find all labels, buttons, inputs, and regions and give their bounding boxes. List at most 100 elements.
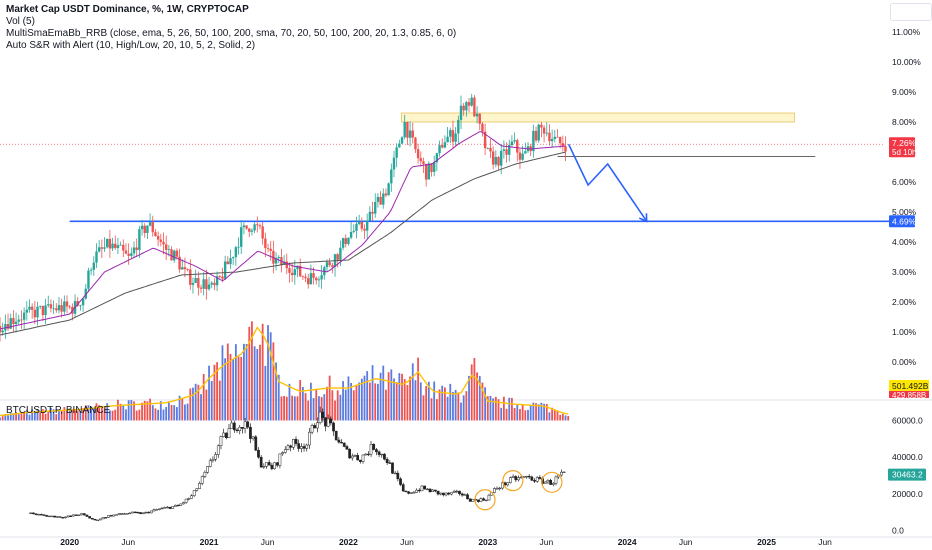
volume-bar [398, 373, 401, 421]
usdt-candle-body [384, 193, 388, 196]
usdt-candle-body [9, 318, 12, 329]
usdt-candle-body [462, 105, 465, 111]
main-y-tick-label: 0.00% [892, 357, 917, 367]
volume-bar [296, 396, 299, 421]
usdt-candle-body [328, 262, 331, 266]
btc-y-tick-label: 0.0 [892, 525, 904, 535]
volume-bar [213, 364, 216, 421]
btc-candle-body [369, 443, 373, 455]
btc-candle-body [182, 502, 185, 505]
usdt-candle-body [215, 276, 219, 286]
btc-candle-body [332, 422, 335, 432]
volume-bar [334, 400, 336, 421]
btc-candle-body [492, 488, 496, 493]
usdt-candle-body [100, 247, 104, 249]
btc-y-tick-label: 20000.0 [892, 489, 923, 499]
volume-bar [60, 411, 63, 421]
btc-candle-body [259, 456, 263, 468]
btc-candle-body [235, 429, 239, 431]
volume-bar [344, 389, 347, 421]
usdt-candle-body [296, 265, 299, 270]
btc-highlight-circle [502, 470, 524, 492]
usdt-candle-body [103, 247, 106, 249]
usdt-candle-body [223, 261, 227, 279]
btc-candle-body [98, 518, 102, 521]
volume-bar [33, 411, 36, 421]
volume-second-label: 429.858B [892, 391, 926, 400]
btc-candle-body [385, 458, 389, 464]
btc-candle-body [141, 512, 145, 515]
volume-bar [92, 407, 95, 421]
usdt-candle-body [68, 306, 71, 308]
usdt-candle-body [438, 145, 441, 154]
usdt-candle-body [441, 145, 444, 148]
btc-candle-body [160, 507, 164, 510]
volume-bar [138, 409, 141, 421]
volume-bar [68, 408, 71, 421]
usdt-candle-body [229, 258, 232, 265]
volume-bar [272, 342, 275, 421]
volume-bar [285, 396, 288, 421]
chart-menu-button[interactable] [890, 3, 932, 21]
volume-bar [438, 389, 441, 421]
volume-bar [304, 393, 307, 421]
volume-bar [275, 362, 277, 421]
btc-candle-body [90, 517, 94, 520]
volume-bar [200, 394, 202, 421]
btc-candle-body [262, 466, 266, 468]
usdt-candle-body [545, 132, 548, 134]
usdt-candle-body [537, 124, 540, 141]
usdt-candle-body [178, 256, 181, 270]
usdt-candle-body [106, 238, 109, 248]
volume-bar [82, 408, 84, 421]
usdt-candle-body [414, 137, 417, 150]
btc-candle-body [329, 418, 333, 424]
volume-bar [184, 404, 186, 421]
btc-candle-body [206, 466, 209, 473]
usdt-candle-body [264, 238, 267, 249]
volume-bar [55, 414, 58, 421]
volume-bar [427, 381, 430, 421]
usdt-candle-body [336, 254, 339, 260]
volume-bar [446, 396, 449, 421]
usdt-candle-body [422, 161, 425, 165]
usdt-candle-body [89, 269, 93, 271]
btc-candle-body [506, 482, 510, 486]
volume-bar [414, 380, 417, 421]
volume-bar [111, 410, 114, 421]
x-tick-label: 2023 [478, 537, 497, 547]
volume-bar [186, 403, 189, 421]
btc-candle-body [358, 459, 362, 462]
btc-candle-body [203, 472, 207, 477]
btc-candle-body [391, 462, 394, 474]
volume-bar [146, 401, 149, 421]
volume-bar [100, 406, 103, 421]
usdt-candle-body [304, 276, 307, 279]
btc-candle-body [455, 490, 459, 493]
btc-candle-body [533, 480, 536, 482]
btc-candle-body [257, 449, 260, 458]
btc-candle-body [345, 446, 349, 450]
btc-candle-body [466, 494, 469, 500]
usdt-candle-body [148, 222, 152, 226]
btc-candle-body [50, 515, 54, 518]
btc-candle-body [527, 475, 531, 478]
btc-candle-body [342, 442, 346, 447]
btc-candle-body [415, 489, 418, 493]
usdt-candle-body [534, 130, 538, 141]
volume-bar [44, 413, 47, 421]
volume-bar [435, 399, 438, 421]
btc-candle-body [123, 513, 126, 515]
usdt-candle-body [473, 97, 476, 117]
btc-candle-body [444, 492, 448, 496]
volume-bar [87, 405, 90, 421]
volume-bar [516, 404, 519, 421]
usdt-candle-body [424, 164, 428, 180]
btc-candle-body [447, 492, 451, 495]
volume-bar [210, 381, 213, 421]
volume-bar [449, 383, 452, 421]
btc-candle-body [29, 512, 33, 514]
volume-bar [433, 381, 436, 421]
btc-candle-body [468, 498, 472, 502]
